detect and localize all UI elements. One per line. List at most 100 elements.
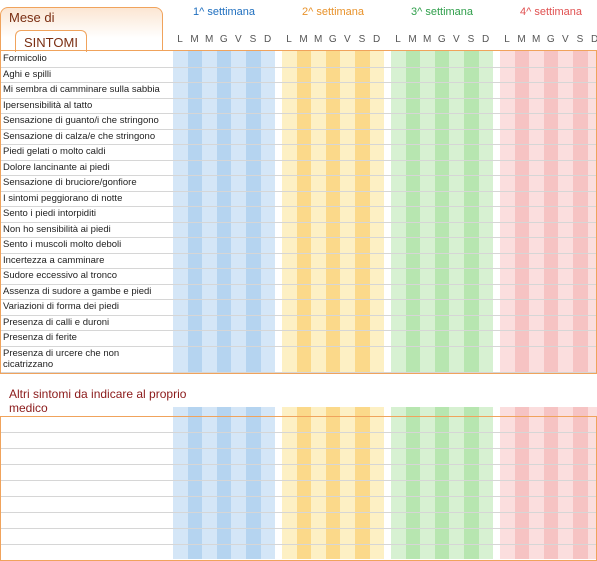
symptom-cell[interactable] bbox=[420, 129, 435, 145]
symptom-cell[interactable] bbox=[435, 330, 450, 346]
symptom-cell[interactable] bbox=[297, 284, 312, 300]
symptom-cell[interactable] bbox=[391, 129, 406, 145]
symptom-cell[interactable] bbox=[202, 191, 217, 207]
symptom-cell[interactable] bbox=[449, 51, 464, 67]
symptom-cell[interactable] bbox=[479, 206, 494, 222]
symptom-cell[interactable] bbox=[479, 129, 494, 145]
symptom-cell[interactable] bbox=[231, 315, 246, 331]
symptom-cell[interactable] bbox=[188, 67, 203, 83]
symptom-cell[interactable] bbox=[173, 113, 188, 129]
symptom-cell[interactable] bbox=[573, 160, 588, 176]
symptom-cell[interactable] bbox=[544, 299, 559, 315]
symptom-cell[interactable] bbox=[420, 113, 435, 129]
symptom-cell[interactable] bbox=[573, 82, 588, 98]
symptom-cell[interactable] bbox=[282, 330, 297, 346]
symptom-cell[interactable] bbox=[202, 299, 217, 315]
symptom-cell[interactable] bbox=[588, 191, 597, 207]
symptom-cell[interactable] bbox=[391, 191, 406, 207]
symptom-cell[interactable] bbox=[326, 129, 341, 145]
symptom-cell[interactable] bbox=[246, 113, 261, 129]
symptom-cell[interactable] bbox=[355, 82, 370, 98]
symptom-cell[interactable] bbox=[479, 222, 494, 238]
symptom-cell[interactable] bbox=[326, 144, 341, 160]
symptom-cell[interactable] bbox=[297, 191, 312, 207]
symptom-cell[interactable] bbox=[355, 222, 370, 238]
symptom-cell[interactable] bbox=[529, 82, 544, 98]
symptom-cell[interactable] bbox=[435, 346, 450, 372]
symptom-cell[interactable] bbox=[420, 253, 435, 269]
symptom-cell[interactable] bbox=[544, 315, 559, 331]
symptom-cell[interactable] bbox=[173, 206, 188, 222]
symptom-cell[interactable] bbox=[311, 67, 326, 83]
symptom-cell[interactable] bbox=[529, 175, 544, 191]
symptom-cell[interactable] bbox=[464, 268, 479, 284]
symptom-cell[interactable] bbox=[529, 237, 544, 253]
symptom-cell[interactable] bbox=[500, 253, 515, 269]
symptom-cell[interactable] bbox=[217, 268, 232, 284]
symptom-cell[interactable] bbox=[515, 98, 530, 114]
symptom-cell[interactable] bbox=[297, 346, 312, 372]
symptom-cell[interactable] bbox=[217, 330, 232, 346]
symptom-cell[interactable] bbox=[355, 113, 370, 129]
symptom-cell[interactable] bbox=[231, 206, 246, 222]
symptom-cell[interactable] bbox=[449, 330, 464, 346]
symptom-cell[interactable] bbox=[406, 129, 421, 145]
symptom-cell[interactable] bbox=[370, 160, 385, 176]
symptom-cell[interactable] bbox=[449, 67, 464, 83]
symptom-cell[interactable] bbox=[420, 144, 435, 160]
symptom-cell[interactable] bbox=[464, 98, 479, 114]
symptom-cell[interactable] bbox=[297, 51, 312, 67]
symptom-cell[interactable] bbox=[588, 160, 597, 176]
symptom-cell[interactable] bbox=[544, 268, 559, 284]
symptom-cell[interactable] bbox=[406, 113, 421, 129]
symptom-cell[interactable] bbox=[326, 315, 341, 331]
symptom-cell[interactable] bbox=[340, 175, 355, 191]
symptom-cell[interactable] bbox=[435, 67, 450, 83]
symptom-cell[interactable] bbox=[420, 284, 435, 300]
symptom-cell[interactable] bbox=[188, 222, 203, 238]
symptom-cell[interactable] bbox=[449, 160, 464, 176]
symptom-cell[interactable] bbox=[231, 268, 246, 284]
symptom-cell[interactable] bbox=[217, 346, 232, 372]
symptom-cell[interactable] bbox=[573, 284, 588, 300]
symptom-cell[interactable] bbox=[449, 191, 464, 207]
symptom-cell[interactable] bbox=[188, 206, 203, 222]
symptom-cell[interactable] bbox=[515, 129, 530, 145]
symptom-cell[interactable] bbox=[515, 284, 530, 300]
symptom-cell[interactable] bbox=[391, 346, 406, 372]
symptom-cell[interactable] bbox=[558, 191, 573, 207]
symptom-cell[interactable] bbox=[217, 175, 232, 191]
symptom-cell[interactable] bbox=[261, 82, 276, 98]
symptom-cell[interactable] bbox=[370, 51, 385, 67]
symptom-cell[interactable] bbox=[231, 237, 246, 253]
symptom-cell[interactable] bbox=[173, 144, 188, 160]
symptom-cell[interactable] bbox=[231, 113, 246, 129]
symptom-cell[interactable] bbox=[340, 67, 355, 83]
symptom-cell[interactable] bbox=[246, 284, 261, 300]
symptom-cell[interactable] bbox=[261, 237, 276, 253]
symptom-cell[interactable] bbox=[217, 206, 232, 222]
symptom-cell[interactable] bbox=[188, 144, 203, 160]
symptom-cell[interactable] bbox=[173, 346, 188, 372]
symptom-cell[interactable] bbox=[355, 237, 370, 253]
symptom-cell[interactable] bbox=[449, 113, 464, 129]
symptom-cell[interactable] bbox=[391, 160, 406, 176]
symptom-cell[interactable] bbox=[326, 98, 341, 114]
symptom-cell[interactable] bbox=[326, 253, 341, 269]
symptom-cell[interactable] bbox=[311, 175, 326, 191]
symptom-cell[interactable] bbox=[246, 253, 261, 269]
symptom-cell[interactable] bbox=[420, 82, 435, 98]
symptom-cell[interactable] bbox=[588, 346, 597, 372]
symptom-cell[interactable] bbox=[529, 315, 544, 331]
symptom-cell[interactable] bbox=[261, 253, 276, 269]
symptom-cell[interactable] bbox=[449, 299, 464, 315]
symptom-cell[interactable] bbox=[406, 315, 421, 331]
symptom-cell[interactable] bbox=[173, 67, 188, 83]
symptom-cell[interactable] bbox=[261, 206, 276, 222]
symptom-cell[interactable] bbox=[202, 284, 217, 300]
symptom-cell[interactable] bbox=[282, 191, 297, 207]
symptom-cell[interactable] bbox=[464, 51, 479, 67]
symptom-cell[interactable] bbox=[391, 253, 406, 269]
symptom-cell[interactable] bbox=[588, 51, 597, 67]
symptom-cell[interactable] bbox=[479, 237, 494, 253]
